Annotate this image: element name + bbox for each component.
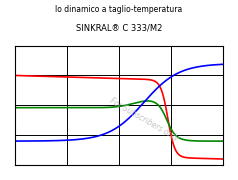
Text: SINKRAL® C 333/M2: SINKRAL® C 333/M2 [76, 23, 162, 32]
Text: lo dinamico a taglio-temperatura: lo dinamico a taglio-temperatura [55, 5, 183, 14]
Text: For Subscribers only: For Subscribers only [108, 96, 180, 143]
